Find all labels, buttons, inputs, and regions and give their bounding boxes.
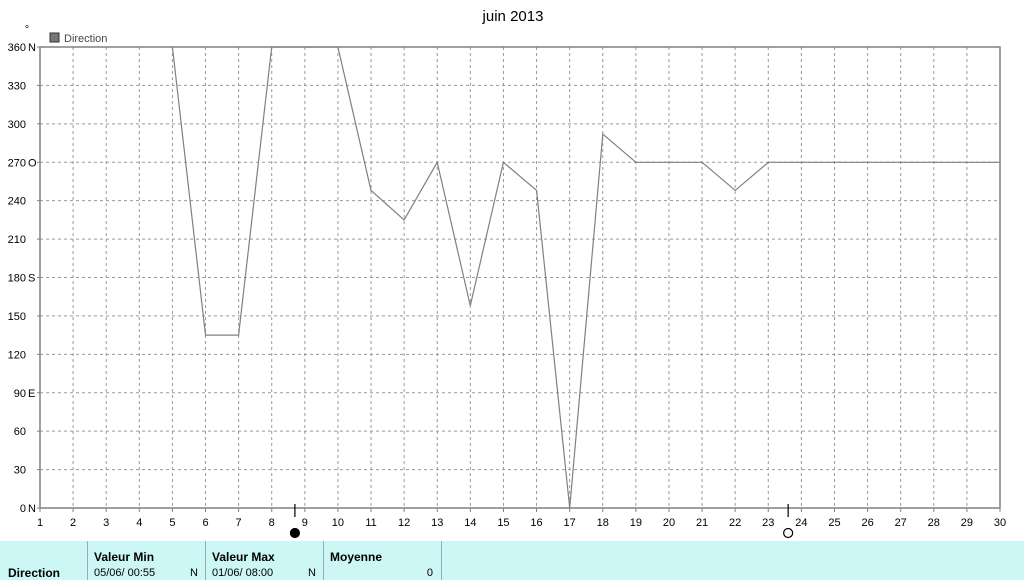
row-label-cell: Direction [0,541,88,580]
x-tick-label: 2 [70,517,76,529]
full-moon-icon [783,527,794,539]
legend-swatch [49,32,60,43]
row-label: Direction [8,566,61,580]
y-tick-label: 90 [14,388,26,400]
x-axis: 1 2 3 4 5 6 7 8 9 10 11 12 13 14 15 16 17 18 19 20 21 22 23 24 2… [37,508,1006,529]
legend-label: Direction [64,33,107,45]
x-tick-label: 22 [729,517,741,529]
x-tick-label: 10 [332,517,344,529]
stats-footer: Direction Valeur Min 05/06/ 00:55 N Vale… [0,541,1024,580]
x-tick-label: 23 [762,517,774,529]
max-value: 01/06/ 08:00 [212,567,274,579]
x-tick-label: 19 [630,517,642,529]
y-tick-label: 360 [8,42,26,54]
avg-value: 0 [426,567,433,579]
y-direction-label: O [28,157,37,169]
chart-title: juin 2013 [482,8,544,25]
x-tick-label: 28 [928,517,940,529]
max-header: Valeur Max [212,550,275,564]
y-tick-label: 330 [8,80,26,92]
x-tick-label: 18 [597,517,609,529]
new-moon-icon [289,527,300,539]
y-tick-label: 210 [8,234,26,246]
y-direction-label: E [28,388,35,400]
min-cell: Valeur Min 05/06/ 00:55 N [88,541,206,580]
series-line [171,46,1000,509]
y-unit-mark: ° [25,24,29,36]
x-tick-label: 8 [269,517,275,529]
x-tick-label: 25 [828,517,840,529]
y-tick-label: 240 [8,196,26,208]
x-tick-label: 29 [961,517,973,529]
x-tick-label: 5 [169,517,175,529]
y-direction-label: N [28,42,36,54]
moon-markers [289,504,794,539]
x-tick-label: 3 [103,517,109,529]
x-tick-label: 14 [464,517,476,529]
y-tick-label: 30 [14,465,26,477]
x-tick-label: 9 [302,517,308,529]
x-tick-label: 17 [564,517,576,529]
x-tick-label: 15 [497,517,509,529]
y-tick-label: 120 [8,349,26,361]
x-tick-label: 24 [795,517,807,529]
x-tick-label: 12 [398,517,410,529]
y-tick-label: 180 [8,273,26,285]
x-tick-label: 21 [696,517,708,529]
min-header: Valeur Min [94,550,155,564]
x-tick-label: 16 [530,517,542,529]
min-value: 05/06/ 00:55 [94,567,156,579]
y-tick-label: 0 [20,503,26,515]
y-tick-label: 150 [8,311,26,323]
x-tick-label: 1 [37,517,43,529]
grid-lines [40,47,1000,508]
y-tick-label: 270 [8,157,26,169]
x-tick-label: 11 [365,517,376,529]
min-unit: N [190,567,198,579]
x-tick-label: 30 [994,517,1006,529]
max-cell: Valeur Max 01/06/ 08:00 N [206,541,324,580]
max-unit: N [308,567,316,579]
y-tick-label: 60 [14,426,26,438]
x-tick-label: 26 [861,517,873,529]
avg-header: Moyenne [330,550,383,564]
x-tick-label: 20 [663,517,675,529]
x-tick-label: 7 [236,517,242,529]
series-direction [171,46,1000,509]
y-direction-label: N [28,503,36,515]
y-direction-label: S [28,273,35,285]
x-tick-label: 6 [202,517,208,529]
x-tick-label: 4 [136,517,142,529]
plot-frame [39,46,1001,509]
x-tick-label: 27 [895,517,907,529]
y-tick-label: 300 [8,119,26,131]
avg-cell: Moyenne 0 [324,541,442,580]
x-tick-label: 13 [431,517,443,529]
